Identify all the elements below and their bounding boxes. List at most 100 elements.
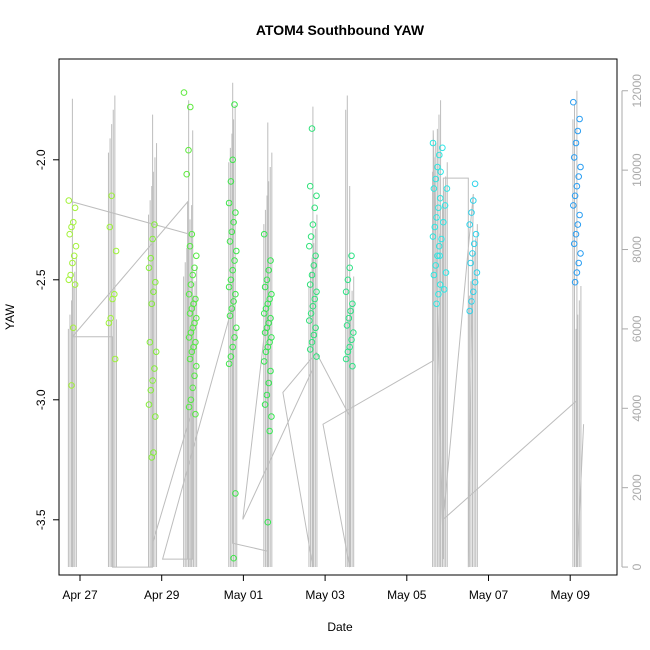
y-axis-left: -3.5 -3.0 -2.5 -2.0: [34, 149, 60, 530]
data-point: [310, 331, 318, 339]
data-point: [225, 360, 233, 368]
data-point: [180, 89, 188, 96]
data-point: [149, 377, 156, 384]
data-point: [436, 194, 444, 202]
data-point: [442, 269, 450, 276]
data-point: [429, 233, 437, 240]
data-point: [437, 168, 444, 176]
data-point: [227, 178, 235, 185]
data-point: [152, 348, 160, 356]
data-point: [306, 317, 313, 324]
data-point: [263, 276, 271, 284]
data-point: [433, 214, 440, 221]
data-point: [350, 329, 357, 336]
data-point: [147, 254, 155, 262]
data-point: [308, 125, 316, 132]
data-point: [571, 192, 579, 200]
data-point: [348, 252, 355, 260]
data-point: [576, 115, 583, 123]
data-point: [109, 295, 116, 303]
data-point: [232, 490, 239, 497]
data-point: [576, 211, 583, 219]
data-point: [232, 209, 239, 216]
data-point: [306, 242, 313, 250]
y2-tick-label: 0: [630, 563, 644, 570]
data-point: [65, 197, 73, 204]
data-point: [265, 266, 273, 274]
data-point: [312, 324, 319, 332]
data-point: [439, 144, 446, 152]
data-point: [231, 257, 238, 264]
y-axis-label: YAW: [3, 303, 17, 330]
data-point: [263, 391, 271, 399]
y-axis-right: 0 2000 4000 6000 8000 10000 12000: [621, 74, 644, 570]
data-point: [229, 343, 236, 351]
x-axis: Apr 27 Apr 29 May 01 May 03 May 05 May 07 May …: [62, 574, 590, 602]
data-point: [226, 238, 234, 245]
data-point: [349, 362, 356, 370]
data-point: [575, 259, 583, 267]
plot-frame: [58, 58, 618, 576]
data-point: [151, 221, 158, 228]
data-point: [573, 182, 581, 190]
data-point: [577, 163, 584, 171]
data-point: [68, 223, 75, 231]
y-tick-label: -3.0: [34, 389, 48, 410]
data-point: [148, 300, 155, 308]
data-point: [230, 554, 237, 562]
data-point: [69, 259, 76, 267]
data-point: [65, 276, 73, 284]
data-point: [225, 283, 233, 291]
data-point: [193, 362, 200, 370]
data-point: [268, 413, 275, 420]
data-point: [430, 271, 438, 279]
data-point: [267, 367, 274, 375]
y2-tick-label: 4000: [630, 395, 644, 422]
data-point: [147, 386, 155, 394]
data-point: [261, 329, 269, 336]
data-point: [443, 185, 451, 192]
data-point: [306, 346, 314, 353]
data-point: [228, 305, 236, 312]
data-point: [438, 235, 445, 243]
data-point: [260, 358, 268, 365]
data-point: [571, 278, 579, 286]
data-point: [306, 182, 314, 190]
data-point: [307, 233, 315, 240]
scatter-points-layer: [65, 89, 584, 562]
data-point: [470, 240, 478, 248]
x-tick-label: Apr 27: [62, 588, 98, 602]
data-point: [349, 300, 356, 308]
data-point: [466, 307, 474, 315]
data-point: [232, 290, 239, 298]
data-point: [344, 348, 352, 356]
data-point: [188, 230, 196, 238]
data-point: [430, 185, 438, 192]
data-point: [151, 365, 158, 372]
data-point: [233, 247, 240, 255]
data-point: [191, 372, 198, 380]
data-point: [152, 278, 159, 286]
data-point: [436, 151, 443, 159]
data-point: [145, 401, 153, 408]
data-point: [150, 288, 157, 296]
data-point: [231, 334, 238, 341]
data-point: [309, 221, 317, 228]
data-point: [187, 281, 195, 288]
data-point: [432, 175, 440, 183]
data-point: [185, 334, 193, 341]
data-point: [262, 348, 270, 356]
data-point: [71, 204, 79, 212]
data-point: [342, 288, 350, 296]
chart-title: ATOM4 Southbound YAW: [256, 22, 425, 38]
data-point: [570, 202, 577, 209]
data-point: [261, 283, 269, 291]
secondary-trace-line: [71, 82, 585, 568]
data-point: [106, 223, 114, 231]
data-point: [471, 278, 479, 286]
data-point: [468, 209, 475, 216]
data-point: [345, 314, 353, 322]
secondary-trace-layer: [67, 82, 585, 568]
data-point: [189, 271, 196, 279]
data-point: [308, 271, 316, 279]
